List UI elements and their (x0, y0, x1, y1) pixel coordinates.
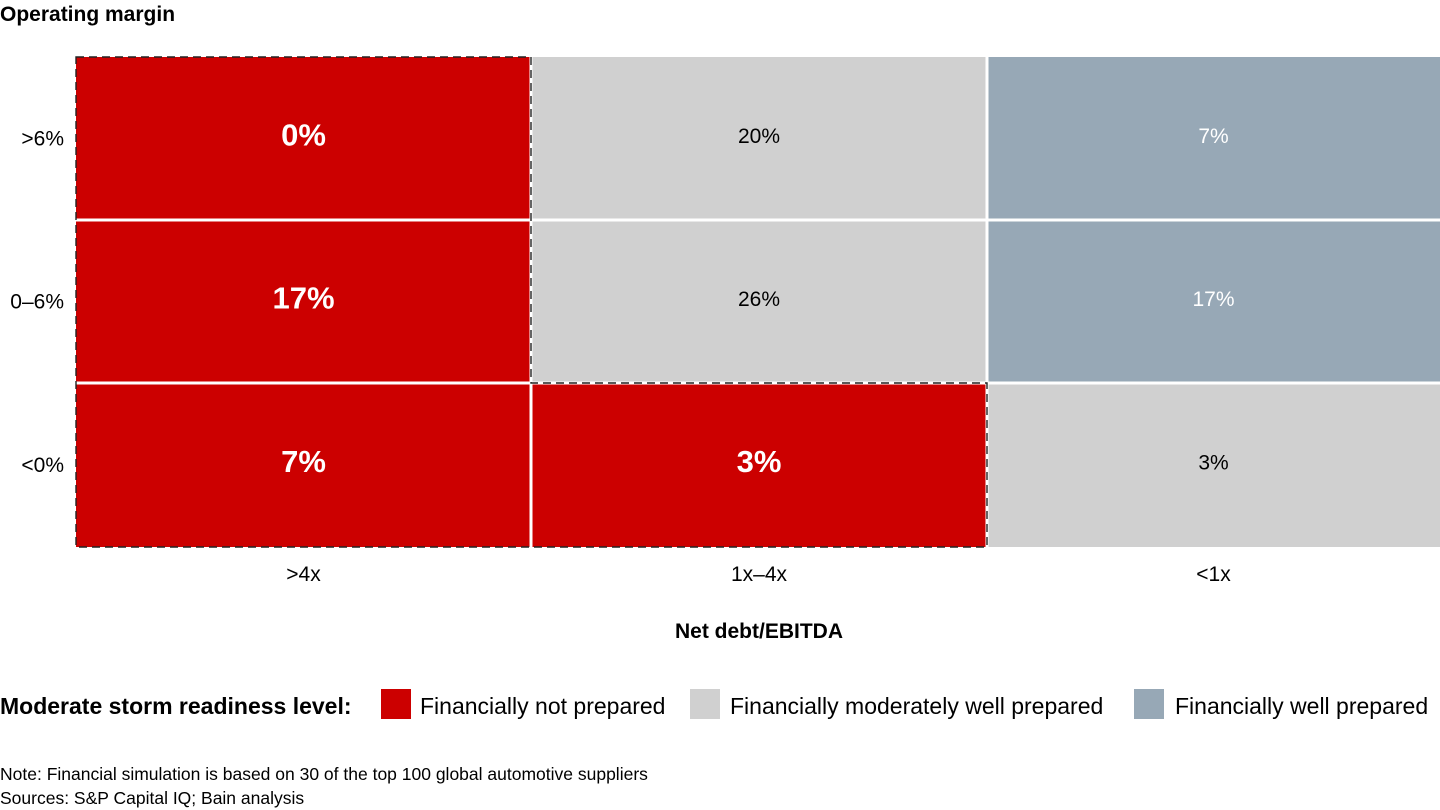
heatmap-cell-8 (988, 384, 1440, 547)
legend-label-moderate: Financially moderately well prepared (730, 693, 1103, 719)
footnotes: Note: Financial simulation is based on 3… (0, 764, 648, 808)
legend-label-well: Financially well prepared (1175, 693, 1428, 719)
heatmap-cell-5 (988, 221, 1440, 382)
legend-title: Moderate storm readiness level: (0, 693, 352, 719)
legend-swatch-moderate (690, 689, 720, 719)
heatmap-cell-6 (76, 384, 530, 547)
cell-value-label: 26% (738, 288, 780, 311)
legend-swatch-well (1134, 689, 1164, 719)
heatmap-cell-2 (988, 57, 1440, 219)
legend: Moderate storm readiness level: Financia… (0, 689, 1428, 719)
note-text: Note: Financial simulation is based on 3… (0, 764, 648, 784)
heatmap-cell-1 (532, 57, 986, 219)
x-axis-ticks: >4x 1x–4x <1x (286, 563, 1231, 586)
x-tick-1x: <1x (1196, 563, 1231, 586)
x-tick-4x: >4x (286, 563, 321, 586)
legend-label-not-prepared: Financially not prepared (420, 693, 665, 719)
heatmap-cell-0 (76, 57, 530, 219)
cell-value-label: 0% (281, 118, 326, 153)
heatmap-cell-4 (532, 221, 986, 382)
y-axis-ticks: >6% 0–6% <0% (10, 128, 64, 478)
heatmap-cells: 0% 20% 7% 17% 26% 17% 7% 3% 3% (76, 57, 1440, 547)
cell-value-label: 20% (738, 125, 780, 148)
heatmap-cell-7 (532, 384, 986, 547)
x-tick-1x-4x: 1x–4x (731, 563, 788, 586)
y-tick-0-6: 0–6% (10, 291, 64, 314)
y-axis-title: Operating margin (0, 3, 175, 26)
cell-value-label: 3% (1198, 452, 1228, 475)
y-tick-6: >6% (21, 128, 64, 151)
legend-items: Financially not prepared Financially mode… (381, 689, 1428, 719)
not-prepared-outline (75, 56, 988, 548)
cell-value-label: 7% (1198, 125, 1228, 148)
cell-value-label: 17% (272, 281, 334, 316)
not-prepared-highlight (75, 56, 988, 548)
heatmap-cell-3 (76, 221, 530, 382)
legend-swatch-not-prepared (381, 689, 411, 719)
sources-text: Sources: S&P Capital IQ; Bain analysis (0, 788, 304, 808)
y-tick-0: <0% (21, 454, 64, 477)
cell-value-label: 3% (737, 444, 782, 479)
cell-value-label: 17% (1192, 288, 1234, 311)
x-axis-title: Net debt/EBITDA (675, 620, 843, 643)
cell-value-label: 7% (281, 444, 326, 479)
